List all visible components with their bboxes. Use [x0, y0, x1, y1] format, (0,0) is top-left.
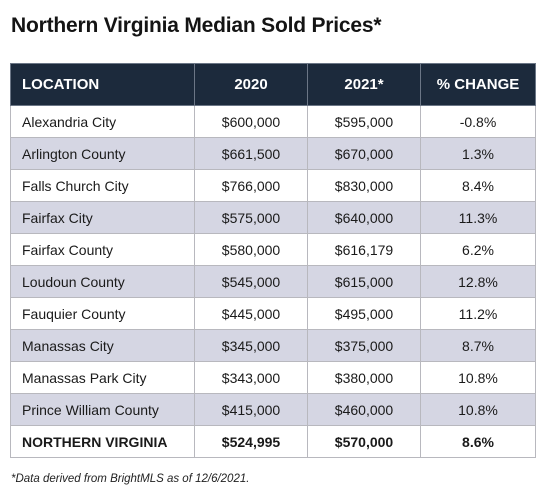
- value-cell: $460,000: [307, 393, 421, 426]
- table-row: Manassas Park City $343,000 $380,000 10.8%: [10, 361, 536, 394]
- table-row: Fairfax City $575,000 $640,000 11.3%: [10, 201, 536, 234]
- value-cell: 11.2%: [420, 297, 536, 330]
- total-cell: 8.6%: [420, 425, 536, 458]
- value-cell: $600,000: [194, 105, 308, 138]
- value-cell: 10.8%: [420, 393, 536, 426]
- table-body: Alexandria City $600,000 $595,000 -0.8% Arli…: [10, 105, 536, 458]
- table-row: Fauquier County $445,000 $495,000 11.2%: [10, 297, 536, 330]
- value-cell: $615,000: [307, 265, 421, 298]
- location-cell: Fairfax County: [10, 233, 195, 266]
- column-header: % CHANGE: [420, 63, 536, 106]
- value-cell: -0.8%: [420, 105, 536, 138]
- value-cell: $670,000: [307, 137, 421, 170]
- location-cell: Loudoun County: [10, 265, 195, 298]
- location-cell: Prince William County: [10, 393, 195, 426]
- location-cell: Alexandria City: [10, 105, 195, 138]
- total-cell: NORTHERN VIRGINIA: [10, 425, 195, 458]
- value-cell: $415,000: [194, 393, 308, 426]
- total-row: NORTHERN VIRGINIA $524,995 $570,000 8.6%: [10, 425, 536, 458]
- column-header: 2020: [194, 63, 308, 106]
- table-row: Loudoun County $545,000 $615,000 12.8%: [10, 265, 536, 298]
- column-header: LOCATION: [10, 63, 195, 106]
- value-cell: $545,000: [194, 265, 308, 298]
- value-cell: $661,500: [194, 137, 308, 170]
- location-cell: Falls Church City: [10, 169, 195, 202]
- value-cell: $580,000: [194, 233, 308, 266]
- page-title: Northern Virginia Median Sold Prices*: [11, 14, 382, 37]
- value-cell: 8.7%: [420, 329, 536, 362]
- table-row: Prince William County $415,000 $460,000 10.…: [10, 393, 536, 426]
- value-cell: 8.4%: [420, 169, 536, 202]
- value-cell: 10.8%: [420, 361, 536, 394]
- value-cell: $830,000: [307, 169, 421, 202]
- table-row: Alexandria City $600,000 $595,000 -0.8%: [10, 105, 536, 138]
- value-cell: $345,000: [194, 329, 308, 362]
- value-cell: 1.3%: [420, 137, 536, 170]
- value-cell: $375,000: [307, 329, 421, 362]
- location-cell: Arlington County: [10, 137, 195, 170]
- value-cell: $766,000: [194, 169, 308, 202]
- value-cell: $445,000: [194, 297, 308, 330]
- footnote: *Data derived from BrightMLS as of 12/6/…: [11, 473, 250, 485]
- location-cell: Manassas Park City: [10, 361, 195, 394]
- value-cell: $343,000: [194, 361, 308, 394]
- table-header-row: LOCATION 2020 2021* % CHANGE: [10, 63, 536, 106]
- table-row: Falls Church City $766,000 $830,000 8.4%: [10, 169, 536, 202]
- value-cell: 12.8%: [420, 265, 536, 298]
- value-cell: $380,000: [307, 361, 421, 394]
- table-row: Manassas City $345,000 $375,000 8.7%: [10, 329, 536, 362]
- column-header: 2021*: [307, 63, 421, 106]
- table-row: Arlington County $661,500 $670,000 1.3%: [10, 137, 536, 170]
- value-cell: $575,000: [194, 201, 308, 234]
- value-cell: 6.2%: [420, 233, 536, 266]
- table-row: Fairfax County $580,000 $616,179 6.2%: [10, 233, 536, 266]
- location-cell: Manassas City: [10, 329, 195, 362]
- prices-table: LOCATION 2020 2021* % CHANGE Alexandria …: [10, 63, 536, 458]
- value-cell: $616,179: [307, 233, 421, 266]
- location-cell: Fairfax City: [10, 201, 195, 234]
- value-cell: 11.3%: [420, 201, 536, 234]
- total-cell: $570,000: [307, 425, 421, 458]
- location-cell: Fauquier County: [10, 297, 195, 330]
- value-cell: $595,000: [307, 105, 421, 138]
- total-cell: $524,995: [194, 425, 308, 458]
- value-cell: $495,000: [307, 297, 421, 330]
- value-cell: $640,000: [307, 201, 421, 234]
